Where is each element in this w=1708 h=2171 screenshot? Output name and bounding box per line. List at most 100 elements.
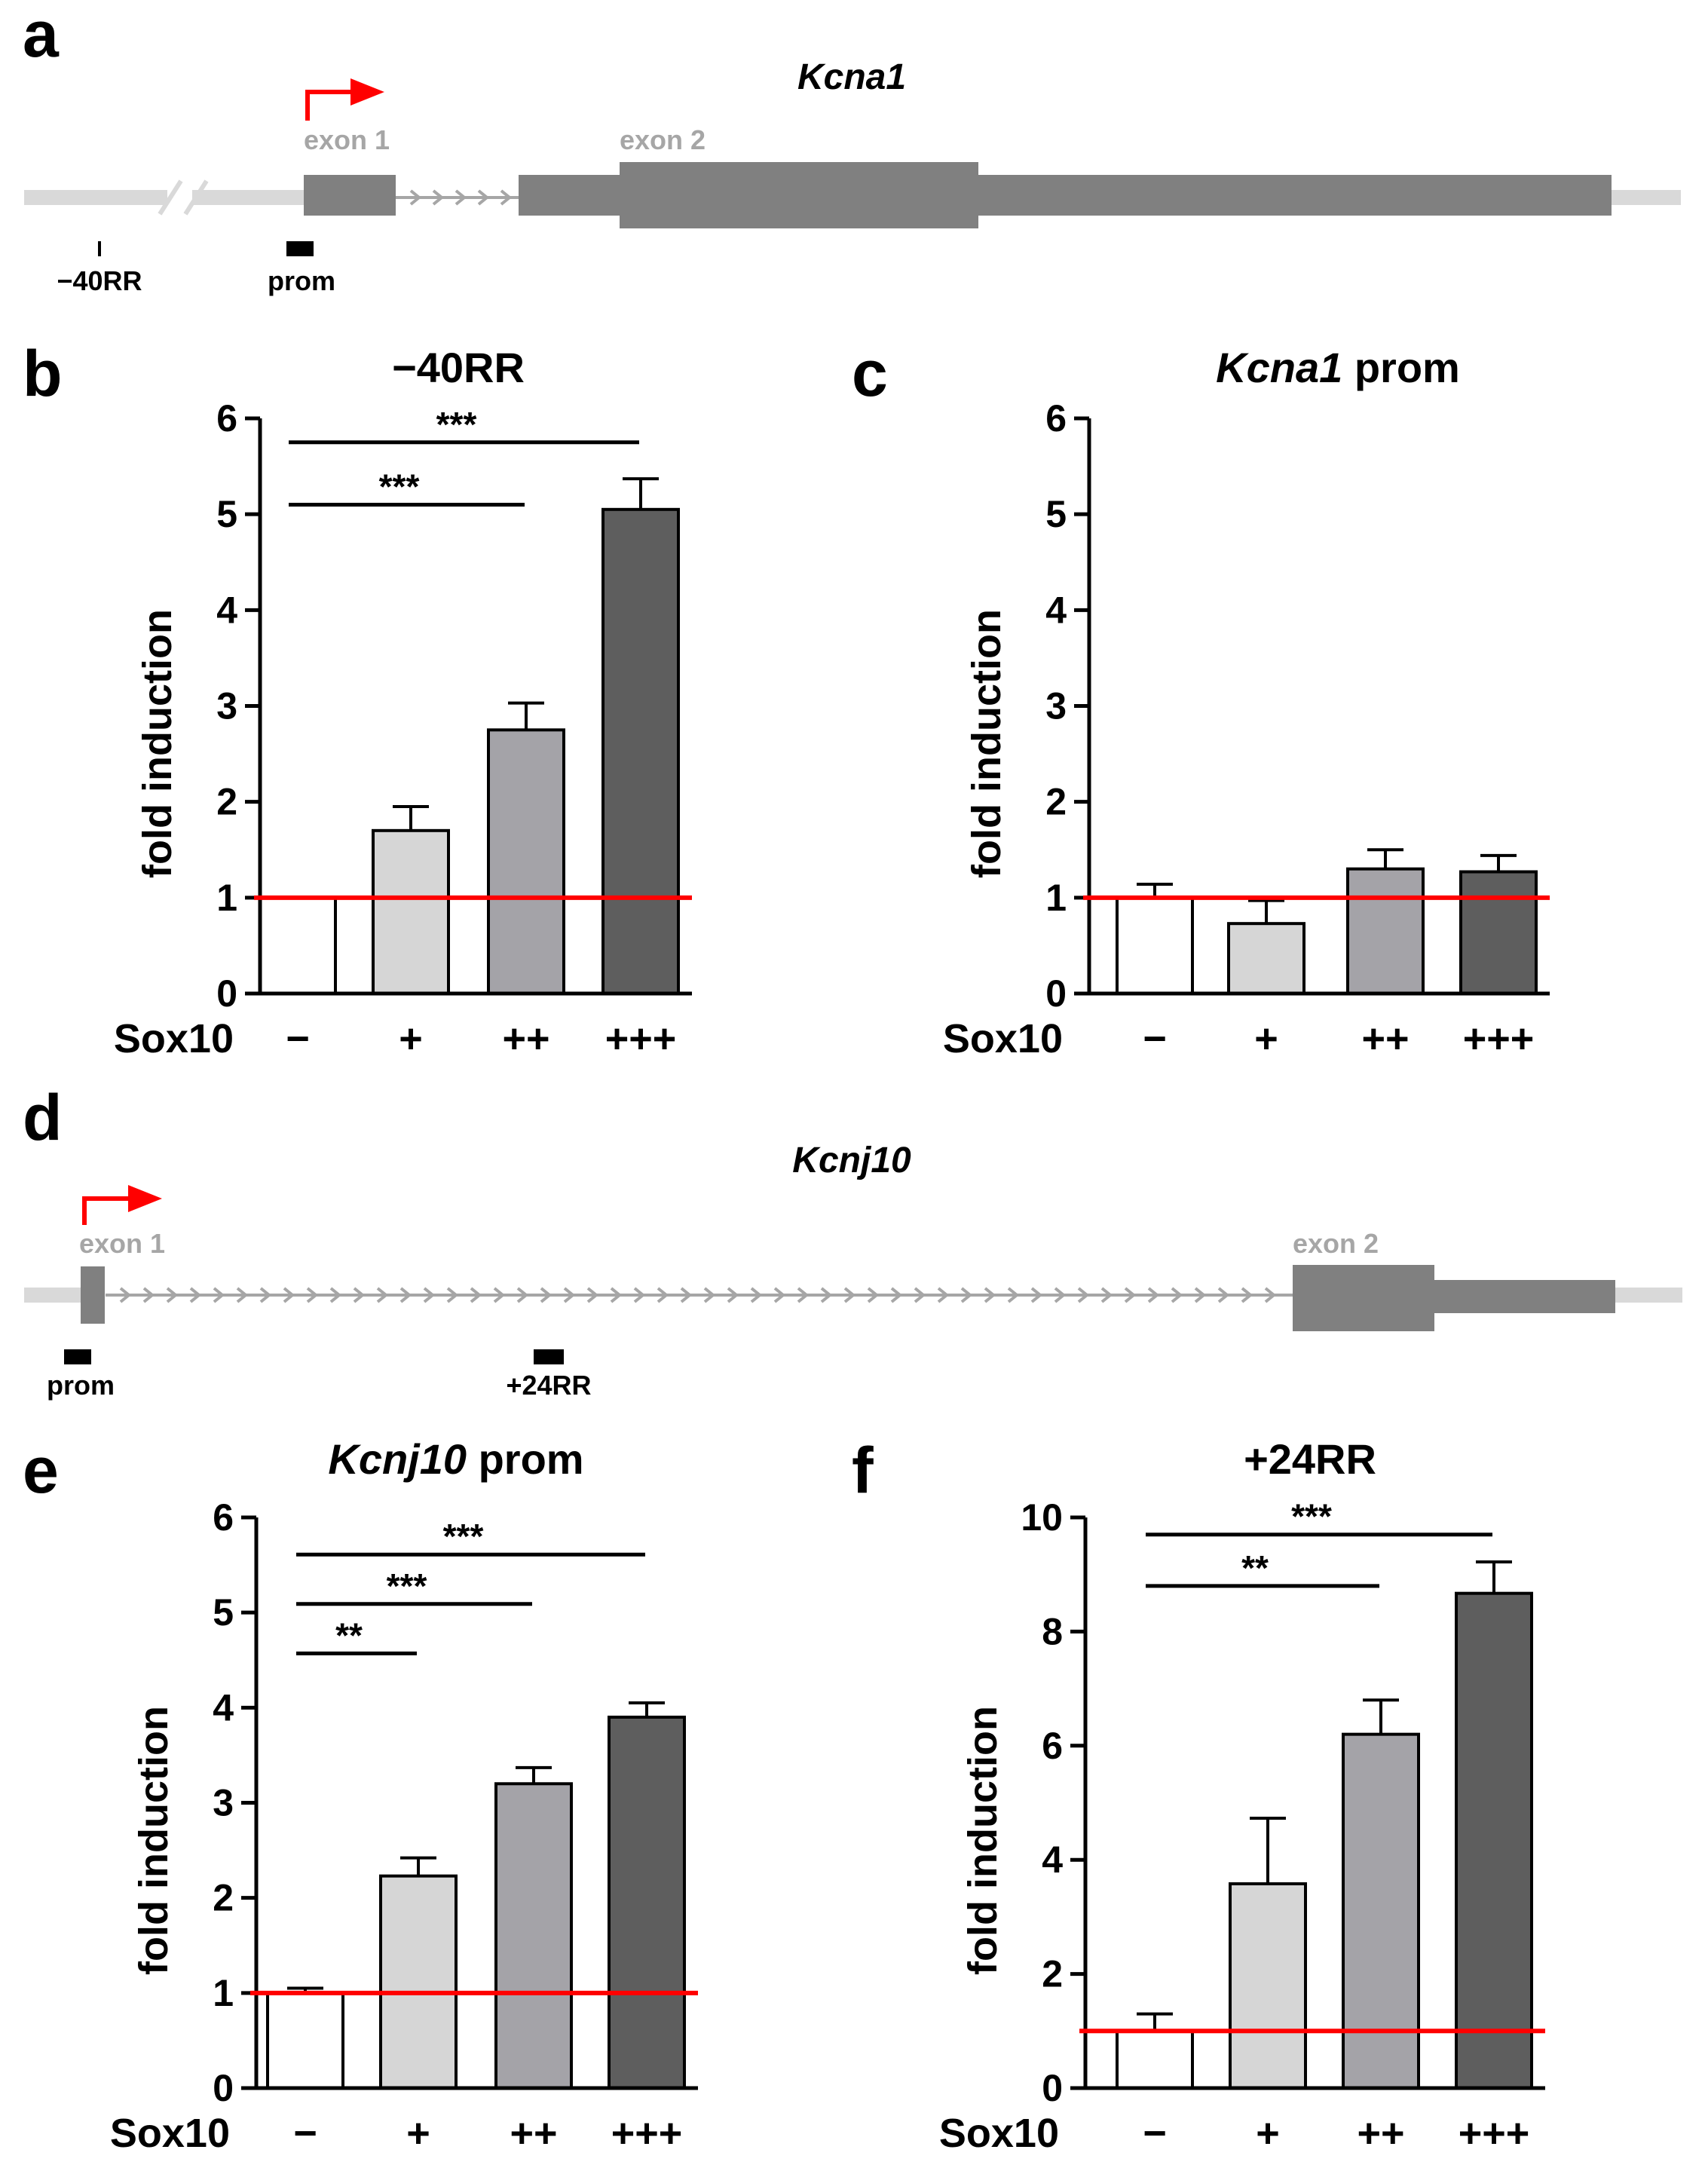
y-tick-label: 6 <box>1045 397 1067 439</box>
chart-title-gene: Kcna1 <box>1216 344 1342 391</box>
intron-chevron <box>1124 1287 1137 1303</box>
intron-chevron <box>633 1287 646 1303</box>
intron-chevron <box>283 1287 295 1303</box>
tss-arrow-icon <box>305 78 384 121</box>
intron-chevrons-d <box>119 1287 1277 1303</box>
intron-chevron <box>610 1287 623 1303</box>
intron-chevron <box>914 1287 926 1303</box>
y-tick-label: 4 <box>216 589 237 631</box>
chart-title: +24RR <box>1244 1435 1376 1483</box>
intron-chevron <box>797 1287 810 1303</box>
category-label: +++ <box>1463 1016 1535 1061</box>
bar-4 <box>1455 1591 1533 2090</box>
bar-2 <box>372 828 450 995</box>
intron-chevron <box>423 1287 436 1303</box>
category-label: − <box>286 1016 310 1061</box>
bar-4 <box>601 507 680 995</box>
chart-title-gene: Kcnj10 <box>328 1435 467 1483</box>
category-label: ++ <box>1357 2111 1404 2156</box>
exon-2-utr3-box-d <box>1434 1280 1615 1313</box>
category-label: − <box>1143 1016 1167 1061</box>
region-marker-prom <box>286 241 314 256</box>
y-tick-label: 0 <box>1042 2067 1063 2109</box>
region-marker-prom-d <box>64 1349 91 1364</box>
y-tick-label: 5 <box>213 1591 234 1634</box>
bar-3 <box>494 1782 573 2090</box>
category-label: +++ <box>611 2111 683 2156</box>
category-label: + <box>1256 2111 1280 2156</box>
x-axis-label: Sox10 <box>114 1016 234 1061</box>
y-tick-label: 1 <box>1045 877 1067 919</box>
genomic-line-left-d <box>24 1288 84 1303</box>
gene-title-kcna1: Kcna1 <box>797 57 906 97</box>
chart-title: −40RR <box>392 344 525 391</box>
category-label: − <box>1143 2111 1167 2156</box>
significance-label: *** <box>436 405 477 444</box>
intron-chevron <box>867 1287 880 1303</box>
significance-label: ** <box>335 1615 363 1655</box>
y-tick-label: 5 <box>1045 493 1067 535</box>
exon-1-label: exon 1 <box>304 124 390 155</box>
intron-chevron <box>470 1287 482 1303</box>
significance-label: ** <box>1241 1548 1269 1588</box>
significance-label: *** <box>387 1566 427 1606</box>
intron-chevron <box>213 1287 225 1303</box>
exon-1-box-d <box>81 1266 105 1324</box>
y-axis-label: fold induction <box>135 609 180 878</box>
y-tick-label: 0 <box>1045 972 1067 1015</box>
bar-3 <box>487 728 565 996</box>
significance-label: *** <box>443 1517 484 1556</box>
genomic-break-mark-1 <box>158 179 183 216</box>
y-tick-label: 4 <box>1045 589 1067 631</box>
panel-label: e <box>23 1435 59 1507</box>
bar-4 <box>1459 870 1538 995</box>
y-tick-label: 6 <box>213 1496 234 1539</box>
exon-2-utr-box <box>519 175 620 216</box>
category-label: + <box>406 2111 430 2156</box>
intron-chevron <box>493 1287 506 1303</box>
y-tick-label: 4 <box>1042 1839 1063 1881</box>
intron-chevron <box>189 1287 202 1303</box>
bar-3 <box>1346 867 1425 996</box>
chart-title: Kcnj10 prom <box>328 1435 583 1483</box>
y-tick-label: 10 <box>1021 1496 1063 1539</box>
y-tick-label: 3 <box>213 1782 234 1824</box>
intron-chevron <box>1030 1287 1043 1303</box>
y-tick-label: 2 <box>213 1877 234 1919</box>
intron-chevron <box>446 1287 459 1303</box>
genomic-line-right-d <box>1613 1288 1682 1303</box>
region-label-plus24rr: +24RR <box>506 1370 591 1401</box>
tss-arrow-icon-d <box>82 1185 162 1225</box>
intron-chevron <box>984 1287 996 1303</box>
genomic-line-left <box>24 190 167 205</box>
bar-1 <box>266 1991 344 2090</box>
intron-chevron <box>1264 1287 1277 1303</box>
intron-chevron <box>586 1287 599 1303</box>
intron-chevron <box>657 1287 669 1303</box>
category-label: + <box>399 1016 423 1061</box>
bar-1 <box>1116 896 1194 996</box>
y-tick-label: 2 <box>1042 1953 1063 1995</box>
intron-chevron <box>166 1287 179 1303</box>
exon-2-coding-box <box>620 162 978 228</box>
genomic-break-mark-2 <box>183 179 209 216</box>
intron-chevron <box>703 1287 716 1303</box>
exon-1-box <box>304 175 396 216</box>
intron-chevron <box>329 1287 342 1303</box>
y-tick-label: 6 <box>216 397 237 439</box>
panel-d-gene-diagram: d Kcnj10 exon 1 exon 2 prom +24RR <box>23 1082 1682 1401</box>
y-axis-label: fold induction <box>131 1706 176 1975</box>
intron-chevron <box>142 1287 155 1303</box>
region-label-minus40rr: −40RR <box>57 265 142 296</box>
intron-chevron <box>399 1287 412 1303</box>
category-label: ++ <box>1361 1016 1409 1061</box>
y-tick-label: 2 <box>1045 781 1067 823</box>
y-tick-label: 1 <box>213 1972 234 2014</box>
intron-chevron <box>540 1287 552 1303</box>
intron-chevron <box>563 1287 576 1303</box>
exon-2-label-d: exon 2 <box>1293 1228 1379 1259</box>
